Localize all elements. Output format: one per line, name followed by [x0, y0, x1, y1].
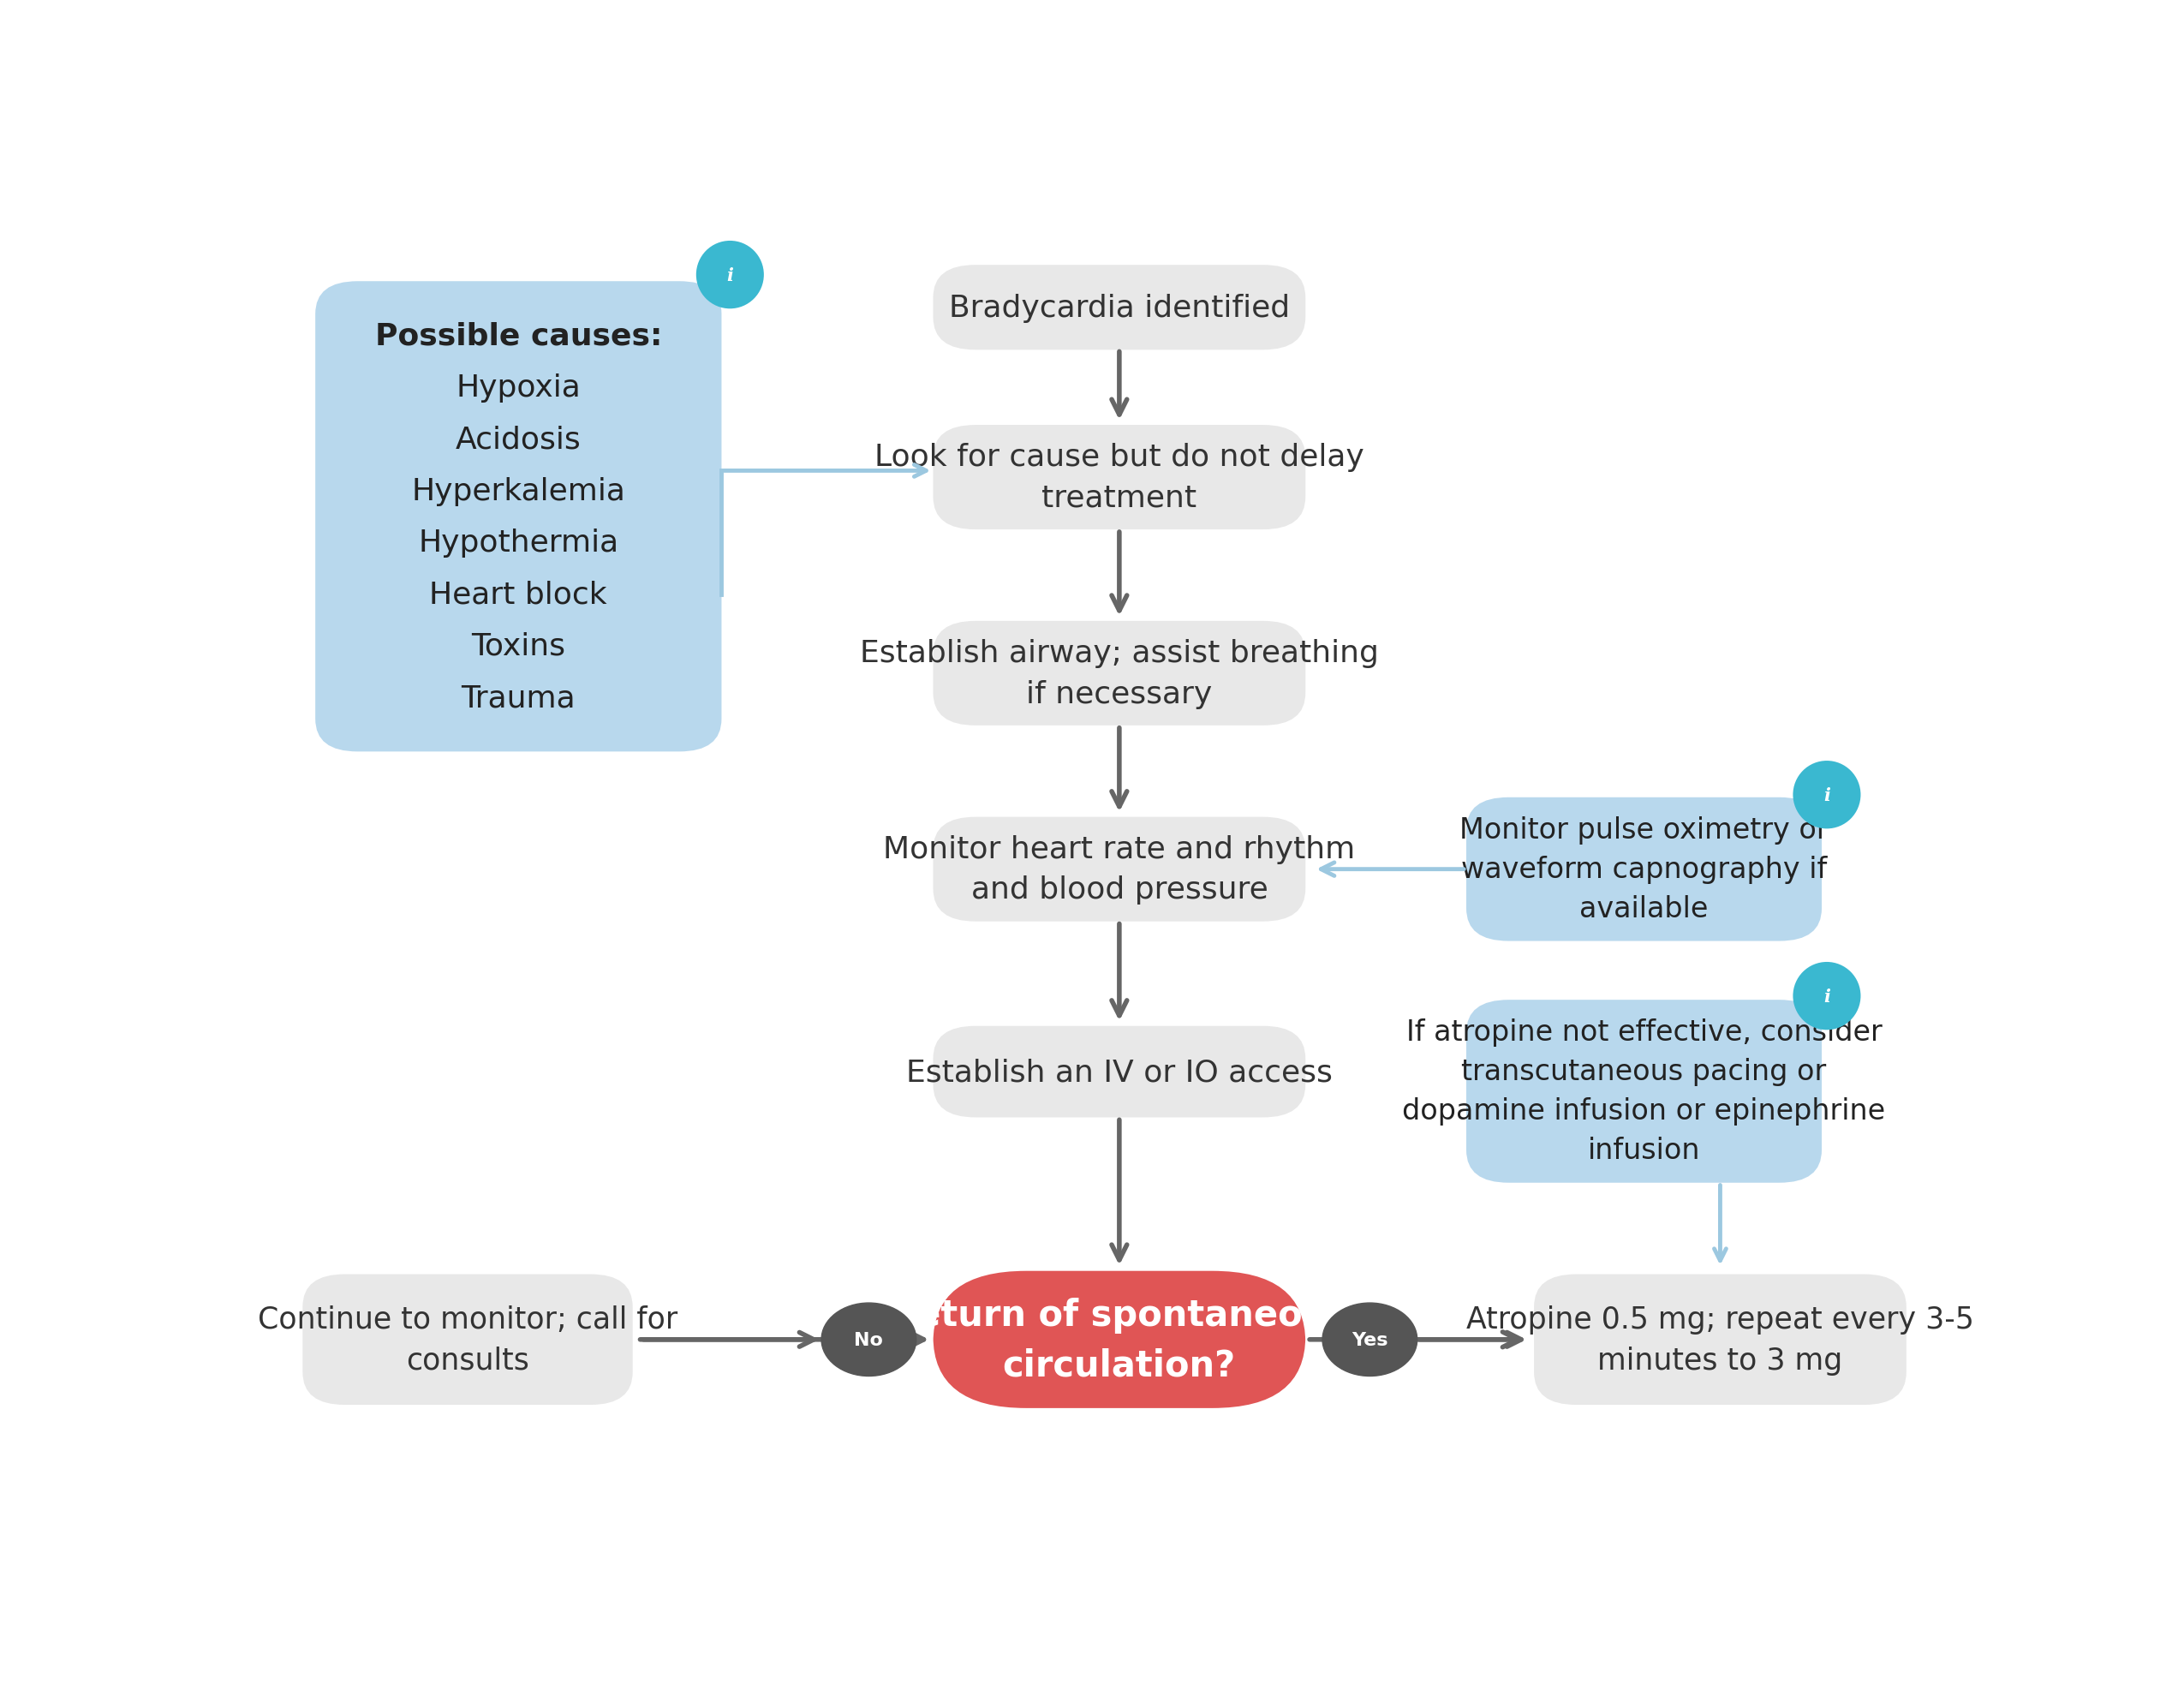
FancyBboxPatch shape: [933, 1270, 1306, 1408]
Text: Acidosis: Acidosis: [456, 424, 581, 455]
Text: Yes: Yes: [1352, 1331, 1389, 1348]
FancyBboxPatch shape: [933, 426, 1306, 529]
Text: Hypothermia: Hypothermia: [417, 527, 618, 558]
Text: Establish airway; assist breathing
if necessary: Establish airway; assist breathing if ne…: [860, 639, 1378, 709]
Ellipse shape: [1793, 962, 1861, 1029]
Text: i: i: [727, 266, 734, 283]
Text: Continue to monitor; call for
consults: Continue to monitor; call for consults: [258, 1304, 677, 1374]
Text: Trauma: Trauma: [461, 683, 577, 712]
Text: If atropine not effective, consider
transcutaneous pacing or
dopamine infusion o: If atropine not effective, consider tran…: [1402, 1018, 1885, 1165]
Text: Atropine 0.5 mg; repeat every 3-5
minutes to 3 mg: Atropine 0.5 mg; repeat every 3-5 minute…: [1465, 1304, 1974, 1374]
FancyBboxPatch shape: [1465, 797, 1821, 941]
Text: Monitor heart rate and rhythm
and blood pressure: Monitor heart rate and rhythm and blood …: [882, 834, 1356, 904]
Text: Establish an IV or IO access: Establish an IV or IO access: [906, 1057, 1332, 1087]
Text: No: No: [854, 1331, 882, 1348]
Text: Hyperkalemia: Hyperkalemia: [411, 477, 625, 505]
FancyBboxPatch shape: [933, 266, 1306, 351]
Text: Heart block: Heart block: [430, 580, 607, 609]
Text: Hypoxia: Hypoxia: [456, 373, 581, 402]
Circle shape: [1324, 1303, 1417, 1375]
Text: Toxins: Toxins: [472, 631, 566, 661]
Ellipse shape: [1793, 762, 1861, 829]
Text: Return of spontaneous
circulation?: Return of spontaneous circulation?: [889, 1297, 1350, 1382]
Ellipse shape: [697, 241, 764, 309]
Text: Monitor pulse oximetry or
waveform capnography if
available: Monitor pulse oximetry or waveform capno…: [1459, 816, 1828, 923]
Text: i: i: [1824, 787, 1830, 804]
Text: Look for cause but do not delay
treatment: Look for cause but do not delay treatmen…: [874, 443, 1365, 512]
Text: Bradycardia identified: Bradycardia identified: [948, 293, 1291, 322]
FancyBboxPatch shape: [314, 282, 721, 751]
FancyBboxPatch shape: [933, 1026, 1306, 1118]
FancyBboxPatch shape: [304, 1274, 633, 1404]
Text: Possible causes:: Possible causes:: [376, 321, 662, 351]
FancyBboxPatch shape: [1465, 1001, 1821, 1184]
FancyBboxPatch shape: [933, 621, 1306, 726]
FancyBboxPatch shape: [1533, 1274, 1907, 1404]
Text: i: i: [1824, 987, 1830, 1004]
FancyBboxPatch shape: [933, 817, 1306, 923]
Circle shape: [821, 1303, 917, 1375]
